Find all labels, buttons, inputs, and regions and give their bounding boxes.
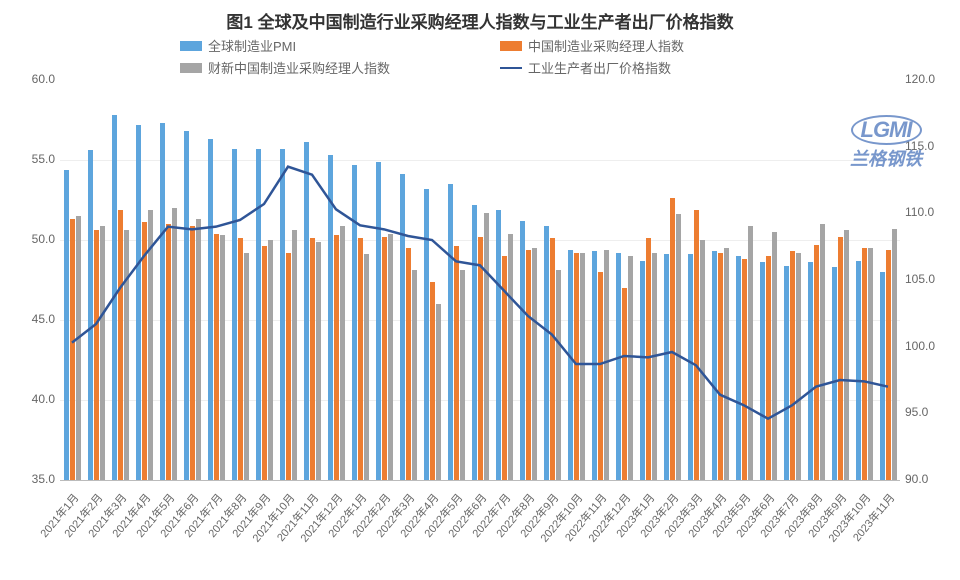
legend: 全球制造业PMI 中国制造业采购经理人指数 财新中国制造业采购经理人指数 工业生… [180, 36, 820, 80]
ytick-right: 105.0 [905, 272, 945, 286]
chart-container: 图1 全球及中国制造行业采购经理人指数与工业生产者出厂价格指数 全球制造业PMI… [0, 0, 960, 580]
ytick-left: 55.0 [15, 152, 55, 166]
legend-item-s4: 工业生产者出厂价格指数 [500, 58, 780, 77]
legend-item-s2: 中国制造业采购经理人指数 [500, 36, 780, 55]
legend-label-s1: 全球制造业PMI [208, 36, 296, 55]
legend-swatch-s4 [500, 67, 522, 69]
legend-item-s3: 财新中国制造业采购经理人指数 [180, 58, 460, 77]
ytick-right: 100.0 [905, 339, 945, 353]
legend-item-s1: 全球制造业PMI [180, 36, 460, 55]
legend-label-s4: 工业生产者出厂价格指数 [528, 58, 671, 77]
line-layer [60, 80, 900, 480]
chart-title: 图1 全球及中国制造行业采购经理人指数与工业生产者出厂价格指数 [0, 8, 960, 33]
legend-swatch-s3 [180, 63, 202, 73]
ytick-left: 60.0 [15, 72, 55, 86]
ytick-right: 110.0 [905, 205, 945, 219]
plot-area [60, 80, 900, 481]
ytick-right: 120.0 [905, 72, 945, 86]
ytick-left: 45.0 [15, 312, 55, 326]
legend-label-s2: 中国制造业采购经理人指数 [528, 36, 684, 55]
ytick-left: 35.0 [15, 472, 55, 486]
line-s4 [72, 167, 888, 419]
ytick-left: 40.0 [15, 392, 55, 406]
legend-swatch-s1 [180, 41, 202, 51]
ytick-right: 90.0 [905, 472, 945, 486]
watermark: LGMI 兰格钢铁 [850, 115, 922, 171]
legend-swatch-s2 [500, 41, 522, 51]
legend-label-s3: 财新中国制造业采购经理人指数 [208, 58, 390, 77]
ytick-right: 95.0 [905, 405, 945, 419]
ytick-left: 50.0 [15, 232, 55, 246]
watermark-text: 兰格钢铁 [850, 145, 922, 171]
watermark-logo: LGMI [851, 115, 922, 145]
